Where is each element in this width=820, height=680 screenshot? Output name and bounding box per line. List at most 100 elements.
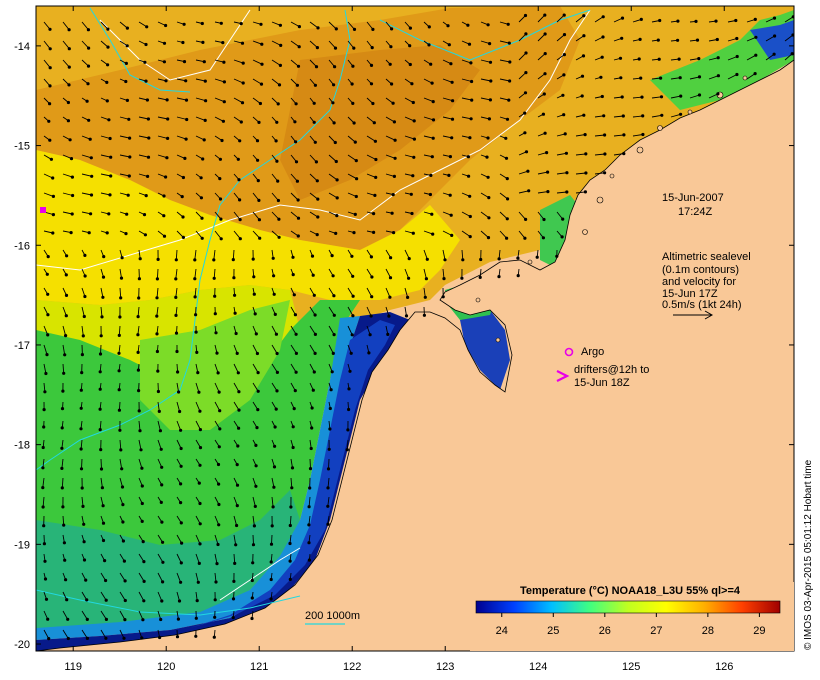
velocity-arrow-head: [128, 136, 132, 140]
velocity-arrow: [442, 97, 453, 102]
velocity-arrow-head: [791, 33, 794, 37]
velocity-arrow-head: [294, 351, 298, 355]
x-tick-label: 125: [622, 661, 640, 673]
velocity-arrow: [43, 344, 48, 355]
velocity-arrow: [499, 59, 510, 63]
velocity-arrow-head: [656, 38, 660, 42]
velocity-arrow-head: [485, 155, 489, 159]
velocity-arrow: [423, 249, 428, 260]
velocity-arrow: [62, 325, 67, 336]
velocity-arrow-head: [269, 577, 273, 582]
velocity-arrow-head: [523, 111, 527, 115]
velocity-arrow-head: [447, 173, 451, 177]
velocity-arrow-head: [48, 47, 52, 51]
velocity-arrow-head: [146, 155, 151, 159]
velocity-arrow-head: [48, 27, 52, 31]
velocity-arrow-head: [291, 255, 295, 259]
velocity-arrow-head: [331, 101, 335, 105]
velocity-arrow-head: [157, 409, 161, 413]
velocity-arrow: [556, 34, 565, 42]
velocity-arrow-head: [127, 117, 131, 121]
velocity-arrow-head: [504, 156, 509, 160]
velocity-arrow-head: [391, 193, 395, 197]
velocity-arrow-head: [215, 562, 219, 566]
velocity-arrow-head: [233, 561, 237, 566]
velocity-arrow-head: [272, 292, 276, 296]
velocity-arrow: [176, 420, 182, 431]
ocean-cyan-band: [36, 316, 360, 640]
velocity-arrow: [461, 230, 471, 237]
velocity-arrow: [232, 249, 235, 260]
velocity-arrow-head: [89, 193, 94, 197]
velocity-arrow-head: [124, 61, 128, 65]
velocity-arrow-head: [201, 40, 205, 45]
velocity-arrow-head: [638, 37, 642, 42]
velocity-arrow-head: [102, 255, 106, 259]
velocity-arrow: [499, 192, 508, 200]
velocity-arrow: [309, 325, 316, 335]
velocity-arrow-head: [106, 27, 110, 31]
velocity-arrow-head: [104, 578, 108, 583]
velocity-arrow-head: [309, 446, 313, 451]
velocity-arrow-head: [294, 102, 298, 106]
sealevel-line1: Altimetric sealevel: [662, 251, 751, 263]
velocity-arrow-head: [334, 27, 338, 31]
velocity-arrow-head: [601, 35, 605, 39]
velocity-arrow-head: [486, 236, 491, 240]
velocity-arrow-head: [307, 541, 311, 545]
velocity-arrow-head: [179, 501, 183, 505]
velocity-arrow-head: [140, 484, 144, 488]
velocity-arrow: [81, 192, 92, 196]
velocity-arrow-head: [449, 62, 453, 66]
velocity-arrow-head: [308, 467, 313, 471]
velocity-arrow-head: [86, 82, 90, 86]
velocity-arrow-head: [410, 211, 414, 216]
velocity-arrow-head: [218, 409, 222, 413]
velocity-arrow-head: [64, 293, 69, 297]
velocity-arrow-head: [523, 236, 527, 240]
velocity-arrow-head: [467, 42, 472, 46]
velocity-arrow: [480, 211, 490, 219]
velocity-arrow-head: [257, 218, 261, 222]
velocity-arrow-head: [543, 32, 547, 36]
velocity-arrow: [366, 306, 372, 317]
velocity-arrow-head: [160, 483, 164, 487]
velocity-arrow-head: [79, 406, 83, 410]
velocity-arrow-head: [250, 616, 254, 621]
velocity-arrow: [62, 192, 73, 196]
velocity-arrow-head: [51, 213, 56, 217]
velocity-arrow-head: [584, 171, 588, 175]
velocity-arrow-head: [431, 136, 435, 140]
velocity-arrow-head: [407, 257, 411, 261]
velocity-arrow-head: [370, 275, 374, 279]
velocity-arrow-head: [486, 175, 490, 179]
velocity-arrow-head: [308, 486, 312, 490]
velocity-arrow-head: [489, 79, 493, 83]
velocity-arrow-head: [543, 72, 547, 76]
velocity-arrow-head: [294, 160, 299, 164]
velocity-arrow-head: [101, 275, 106, 279]
velocity-arrow-head: [212, 276, 216, 280]
velocity-arrow-head: [715, 37, 719, 42]
velocity-arrow: [195, 401, 201, 412]
velocity-arrow-head: [142, 213, 147, 217]
velocity-arrow-head: [184, 137, 188, 141]
velocity-arrow: [252, 515, 255, 526]
velocity-arrow-head: [448, 155, 452, 159]
velocity-arrow: [176, 572, 182, 583]
velocity-arrow-head: [260, 42, 264, 46]
velocity-arrow-head: [183, 156, 187, 160]
velocity-arrow: [309, 344, 316, 354]
velocity-arrow-head: [258, 236, 262, 240]
velocity-arrow: [233, 515, 238, 526]
velocity-arrow-head: [137, 389, 141, 393]
velocity-arrow-head: [240, 41, 245, 45]
velocity-arrow: [81, 458, 83, 469]
velocity-arrow-head: [67, 47, 71, 51]
velocity-arrow: [175, 249, 178, 260]
velocity-arrow: [62, 629, 69, 639]
velocity-arrow: [309, 40, 318, 48]
velocity-arrow: [195, 382, 200, 393]
velocity-arrow-head: [393, 138, 397, 142]
velocity-arrow-head: [389, 45, 393, 49]
